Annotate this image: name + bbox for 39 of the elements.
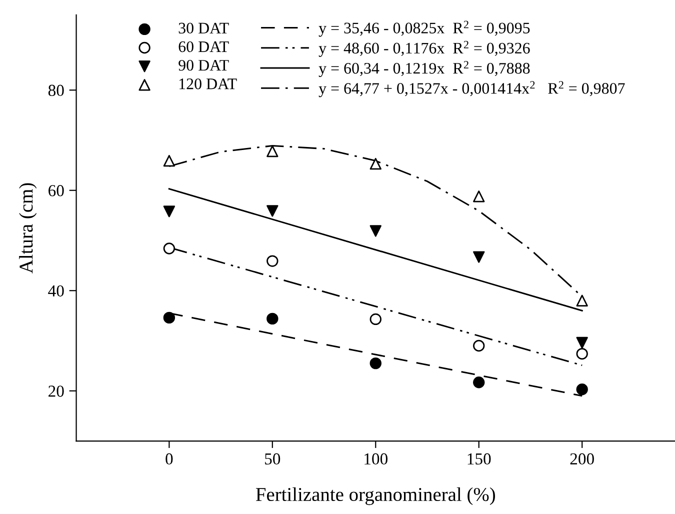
legend-label: y = 35,46 - 0,0825x R$^{2}$ = 0,9095 [318,20,530,37]
point [163,242,176,254]
point [266,312,278,325]
point [370,158,382,170]
y-tick-label: 80 [48,84,64,96]
point [266,145,278,158]
point [473,376,485,388]
point [473,340,485,352]
point [576,384,588,396]
y-tick-label: 20 [48,386,64,397]
x-tick-label: 150 [468,453,491,465]
point [576,294,588,306]
point [370,313,382,326]
y-tick-label: 40 [48,285,64,297]
point [266,255,278,267]
point [473,190,485,202]
point [576,336,588,349]
x-tick-label: 200 [570,453,594,465]
legend-label: 60 DAT [178,41,229,52]
point [163,206,176,218]
legend-label: y = 60,34 - 0,1219x R$^{2}$ = 0,7888 [318,61,530,77]
y-tick-label: 60 [48,185,64,196]
point [370,225,382,237]
legend-label: 30 DAT [178,22,229,34]
y-axis-title: Altura (cm) [19,183,37,274]
text: y = 64,77 + 0,1527x - 0,001414x$^{2}$ R$^{2}$ = 0,9807 [318,81,625,98]
x-axis-title: Fertilizante organomineral (%) [256,487,496,506]
point [266,205,278,217]
x-tick-label: 0 [166,453,173,465]
legend-label: y = 48,60 - 0,1176x R$^{2}$ = 0,9326 [318,40,530,57]
point [163,312,176,324]
x-tick-label: 50 [265,453,280,465]
legend-label: 90 DAT [178,60,229,71]
point [473,251,485,263]
point [370,357,382,370]
point [576,348,588,360]
point [163,154,176,167]
legend-label: 120 DAT [179,78,237,90]
x-tick-label: 100 [364,453,388,465]
